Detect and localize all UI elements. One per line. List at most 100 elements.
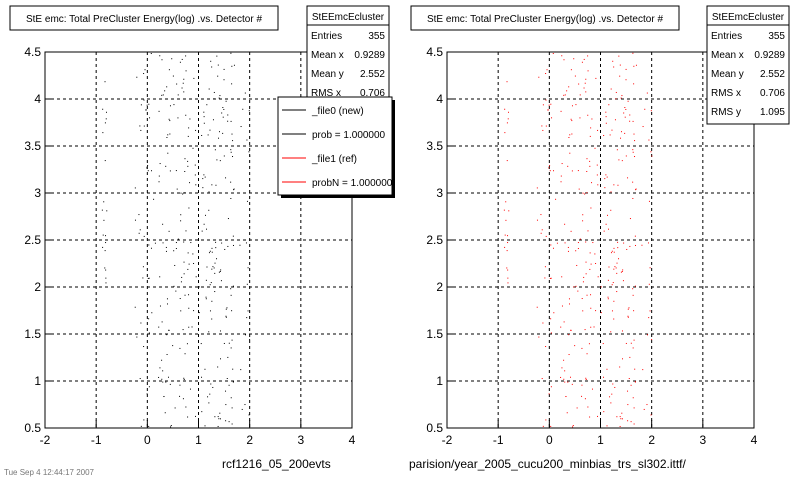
data-point (605, 223, 607, 225)
data-point (627, 404, 629, 406)
data-point (627, 100, 629, 102)
data-point (603, 134, 605, 136)
data-point (592, 242, 594, 244)
data-point (628, 378, 630, 380)
data-point (195, 415, 197, 417)
stats-row-value: 355 (368, 31, 385, 42)
data-point (625, 68, 627, 70)
data-point (609, 134, 611, 136)
data-point (232, 381, 234, 383)
data-point (641, 244, 643, 246)
data-point (105, 118, 107, 120)
data-point (597, 276, 599, 278)
data-point (608, 104, 610, 106)
data-point (632, 288, 634, 290)
data-point (208, 209, 210, 211)
data-point (507, 269, 509, 271)
data-point (230, 151, 232, 153)
data-point (620, 271, 622, 273)
data-point (162, 94, 164, 96)
data-point (188, 294, 190, 296)
data-point (183, 241, 185, 243)
y-tick-label: 2.5 (24, 233, 41, 247)
data-point (244, 404, 246, 406)
data-point (159, 367, 161, 369)
data-point (183, 377, 185, 379)
stats-row-label: Entries (311, 31, 342, 42)
data-point (635, 189, 637, 191)
data-point (140, 104, 142, 106)
data-point (595, 77, 597, 79)
data-point (203, 111, 205, 113)
stats-box (306, 5, 390, 106)
data-point (242, 108, 244, 110)
data-point (136, 76, 138, 78)
data-point (209, 129, 211, 131)
data-point (211, 300, 213, 302)
data-point (150, 247, 152, 249)
data-point (219, 412, 221, 414)
data-point (582, 220, 584, 222)
data-point (184, 158, 186, 160)
data-point (177, 238, 179, 240)
data-point (608, 228, 610, 230)
x-tick-label: 3 (297, 433, 304, 447)
stats-row-label: RMS x (711, 88, 741, 99)
data-point (222, 107, 224, 109)
x-tick-label: -2 (40, 433, 51, 447)
data-point (627, 177, 629, 179)
data-point (162, 242, 164, 244)
data-point (581, 347, 583, 349)
data-point (647, 242, 649, 244)
data-point (625, 342, 627, 344)
data-point (633, 310, 635, 312)
data-point (607, 298, 609, 300)
data-point (103, 219, 105, 221)
y-tick-label: 1 (436, 374, 443, 388)
data-point (624, 107, 626, 109)
data-point (231, 310, 233, 312)
data-point (205, 279, 207, 281)
series--file1-ref- (503, 52, 653, 428)
data-point (245, 334, 247, 336)
data-point (187, 135, 189, 137)
data-point (230, 120, 232, 122)
data-point (218, 97, 220, 99)
data-point (619, 425, 621, 427)
data-point (585, 78, 587, 80)
data-point (194, 164, 196, 166)
x-tick-label: 0 (546, 433, 553, 447)
data-point (613, 268, 615, 270)
data-point (161, 321, 163, 323)
data-point (104, 250, 106, 252)
data-point (105, 269, 107, 271)
data-point (219, 418, 221, 420)
data-point (575, 250, 577, 252)
data-point (632, 120, 634, 122)
data-point (210, 60, 212, 62)
data-point (506, 250, 508, 252)
data-point (597, 184, 599, 186)
data-point (228, 384, 230, 386)
data-point (219, 330, 221, 332)
data-point (103, 201, 105, 203)
data-point (241, 408, 243, 410)
data-point (179, 347, 181, 349)
data-point (583, 276, 585, 278)
data-point (206, 266, 208, 268)
data-point (560, 175, 562, 177)
data-point (169, 105, 171, 107)
data-point (595, 310, 597, 312)
data-point (184, 294, 186, 296)
data-point (158, 110, 160, 112)
data-point (202, 178, 204, 180)
stats-row-label: Mean x (311, 50, 344, 61)
title-box (410, 5, 680, 31)
data-point (105, 282, 107, 284)
data-point (147, 165, 149, 167)
data-point (185, 406, 187, 408)
data-point (544, 266, 546, 268)
data-point (170, 426, 172, 428)
data-point (634, 368, 636, 370)
